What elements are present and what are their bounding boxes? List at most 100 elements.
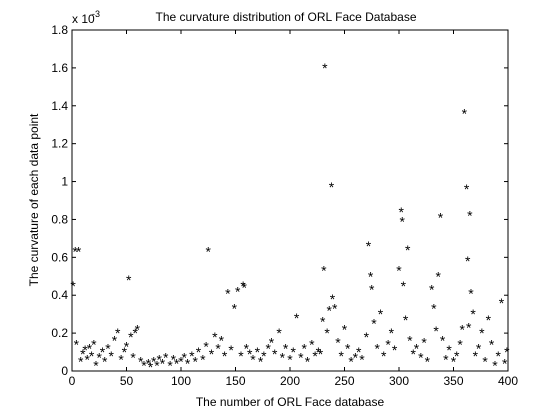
- data-point: *: [479, 325, 485, 341]
- data-point: *: [329, 179, 335, 195]
- data-point: *: [73, 244, 79, 260]
- x-tick-label: 200: [280, 374, 300, 388]
- data-point: *: [335, 335, 341, 351]
- data-point: *: [476, 340, 482, 356]
- data-point: *: [466, 319, 472, 335]
- data-point: *: [502, 355, 508, 371]
- data-point: *: [381, 348, 387, 364]
- x-tick-label: 150: [225, 374, 245, 388]
- data-point: *: [265, 340, 271, 356]
- axis-tick-labels: 0 50 100 150 200 250 300 350 400 0 0.2 0.4 0.6 0.8 1 1.…: [51, 23, 518, 388]
- x-tick-label: 0: [69, 374, 76, 388]
- data-point: *: [146, 355, 152, 371]
- data-point: *: [130, 350, 136, 366]
- axis-ticks: [71, 29, 509, 372]
- data-point: *: [425, 354, 431, 370]
- data-point: *: [232, 300, 238, 316]
- data-point: *: [359, 352, 365, 368]
- data-point: *: [105, 340, 111, 356]
- data-point: *: [489, 336, 495, 352]
- data-point: *: [366, 238, 372, 254]
- y-scale-exponent: -3: [92, 9, 100, 19]
- data-point: *: [182, 350, 188, 366]
- data-point: *: [160, 355, 166, 371]
- data-point: *: [85, 352, 91, 368]
- data-point: *: [196, 344, 202, 360]
- data-point: *: [438, 210, 444, 226]
- data-point: *: [301, 340, 307, 356]
- data-point: *: [70, 278, 76, 294]
- y-tick-label: 0.4: [51, 288, 68, 302]
- data-point: *: [298, 350, 304, 366]
- data-point: *: [102, 354, 108, 370]
- data-point: *: [141, 357, 147, 373]
- data-point: *: [468, 285, 474, 301]
- data-point: *: [122, 344, 128, 360]
- data-point: *: [200, 352, 206, 368]
- data-point: *: [244, 340, 250, 356]
- data-point: *: [280, 350, 286, 366]
- data-point: *: [167, 357, 173, 373]
- data-point: *: [353, 350, 359, 366]
- data-point: *: [429, 282, 435, 298]
- data-point: *: [272, 346, 278, 362]
- data-point: *: [138, 354, 144, 370]
- x-tick-label: 100: [171, 374, 191, 388]
- data-point: *: [178, 354, 184, 370]
- data-point: *: [192, 354, 198, 370]
- data-point: *: [212, 329, 218, 345]
- data-point: *: [309, 336, 315, 352]
- x-tick-label: 300: [389, 374, 409, 388]
- x-tick-label: 350: [443, 374, 463, 388]
- data-point: *: [464, 181, 470, 197]
- data-point: *: [222, 348, 228, 364]
- data-point: *: [189, 348, 195, 364]
- data-point: *: [91, 336, 97, 352]
- data-point: *: [467, 208, 473, 224]
- data-point: *: [126, 272, 132, 288]
- data-point: *: [261, 348, 267, 364]
- y-tick-label: 0: [61, 364, 68, 378]
- data-point: *: [305, 354, 311, 370]
- data-point: *: [163, 350, 169, 366]
- data-point: *: [465, 253, 471, 269]
- data-point: *: [321, 263, 327, 279]
- data-points: ****************************************…: [70, 60, 510, 375]
- data-point: *: [235, 283, 241, 299]
- data-point: *: [378, 306, 384, 322]
- data-point: *: [276, 325, 282, 341]
- data-point: *: [318, 346, 324, 362]
- data-point: *: [287, 352, 293, 368]
- data-point: *: [332, 300, 338, 316]
- y-tick-label: 1.4: [51, 99, 68, 113]
- data-point: *: [240, 278, 246, 294]
- data-point: *: [433, 323, 439, 339]
- y-tick-label: 0.6: [51, 250, 68, 264]
- data-point: *: [87, 340, 93, 356]
- data-point: *: [385, 336, 391, 352]
- data-point: *: [93, 357, 99, 373]
- plot-area: [71, 29, 509, 372]
- data-point: *: [112, 333, 118, 349]
- data-point: *: [74, 336, 80, 352]
- data-point: *: [185, 355, 191, 371]
- data-point: *: [407, 333, 413, 349]
- y-scale-factor: x 10: [72, 12, 95, 26]
- data-point: *: [118, 352, 124, 368]
- data-point: *: [396, 263, 402, 279]
- data-point: *: [431, 300, 437, 316]
- chart-title: The curvature distribution of ORL Face D…: [155, 10, 416, 24]
- data-point: *: [89, 348, 95, 364]
- data-point: *: [228, 342, 234, 358]
- data-point: *: [454, 348, 460, 364]
- data-point: *: [369, 282, 375, 298]
- data-point: *: [400, 213, 406, 229]
- data-point: *: [322, 60, 328, 76]
- data-point: *: [403, 312, 409, 328]
- data-point: *: [495, 348, 501, 364]
- data-point: *: [398, 204, 404, 220]
- data-point: *: [339, 348, 345, 364]
- y-tick-label: 0.8: [51, 212, 68, 226]
- data-point: *: [462, 105, 468, 121]
- data-point: *: [225, 285, 231, 301]
